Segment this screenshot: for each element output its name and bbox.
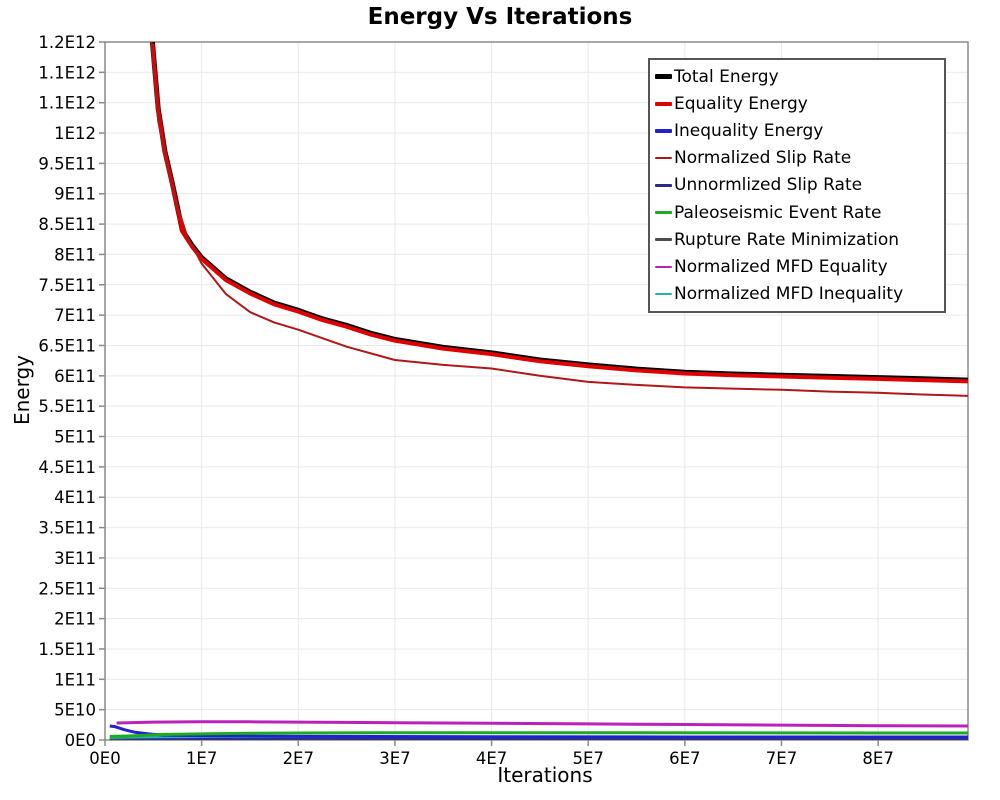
legend-line-swatch bbox=[655, 184, 672, 187]
series-line-normalized-slip-rate bbox=[150, 42, 968, 397]
y-tick-label: 4.5E11 bbox=[38, 458, 96, 477]
y-tick-label: 6E11 bbox=[54, 367, 96, 386]
x-tick-label: 5E7 bbox=[572, 749, 603, 768]
legend-label: Normalized MFD Inequality bbox=[674, 284, 904, 305]
legend-line-swatch bbox=[655, 128, 672, 134]
legend-line-swatch bbox=[655, 74, 672, 79]
y-tick-label: 5.5E11 bbox=[38, 397, 96, 416]
y-tick-label: 3E11 bbox=[54, 549, 96, 568]
chart-title: Energy Vs Iterations bbox=[367, 4, 633, 30]
legend-label: Normalized Slip Rate bbox=[674, 148, 852, 169]
legend-label: Normalized MFD Equality bbox=[674, 256, 888, 277]
x-tick-label: 4E7 bbox=[476, 749, 507, 768]
legend-item: Normalized Slip Rate bbox=[655, 145, 938, 172]
legend-item: Normalized MFD Equality bbox=[655, 253, 938, 280]
legend-line-swatch bbox=[655, 265, 672, 269]
x-tick-label: 8E7 bbox=[862, 749, 893, 768]
series-line-paleoseismic-event-rate bbox=[109, 731, 968, 738]
y-tick-label: 5E10 bbox=[54, 701, 96, 720]
y-tick-label: 1.1E12 bbox=[38, 63, 96, 82]
legend-line-swatch bbox=[655, 156, 672, 160]
x-tick-label: 0E0 bbox=[89, 749, 120, 768]
legend: Total Energy Equality Energy Inequality En… bbox=[648, 58, 946, 313]
y-tick-label: 9E11 bbox=[54, 185, 96, 204]
x-axis-title: Iterations bbox=[497, 763, 593, 787]
y-tick-label: 4E11 bbox=[54, 488, 96, 507]
y-tick-label: 1E11 bbox=[54, 670, 96, 689]
legend-line-swatch bbox=[655, 238, 672, 241]
y-tick-label: 1.5E11 bbox=[38, 640, 96, 659]
x-tick-label: 6E7 bbox=[669, 749, 700, 768]
y-tick-label: 2.5E11 bbox=[38, 579, 96, 598]
y-tick-label: 9.5E11 bbox=[38, 154, 96, 173]
y-tick-label: 8E11 bbox=[54, 245, 96, 264]
legend-label: Unnormlized Slip Rate bbox=[674, 175, 863, 196]
legend-item: Inequality Energy bbox=[655, 117, 938, 144]
legend-line-swatch bbox=[655, 211, 672, 214]
y-tick-label: 3.5E11 bbox=[38, 519, 96, 538]
y-tick-label: 2E11 bbox=[54, 610, 96, 629]
legend-item: Normalized MFD Inequality bbox=[655, 281, 938, 308]
y-tick-label: 1.2E12 bbox=[38, 33, 96, 52]
y-tick-label: 7.5E11 bbox=[38, 276, 96, 295]
x-tick-label: 2E7 bbox=[283, 749, 314, 768]
legend-label: Rupture Rate Minimization bbox=[674, 229, 899, 250]
legend-item: Unnormlized Slip Rate bbox=[655, 172, 938, 199]
legend-line-swatch bbox=[655, 101, 672, 107]
y-tick-label: 6.5E11 bbox=[38, 336, 96, 355]
series-line-normalized-mfd-equality bbox=[116, 720, 968, 728]
legend-item: Paleoseismic Event Rate bbox=[655, 199, 938, 226]
legend-item: Rupture Rate Minimization bbox=[655, 226, 938, 253]
legend-item: Total Energy bbox=[655, 63, 938, 90]
y-tick-label: 7E11 bbox=[54, 306, 96, 325]
y-tick-label: 0E0 bbox=[65, 731, 96, 750]
x-tick-label: 7E7 bbox=[766, 749, 797, 768]
y-tick-label: 8.5E11 bbox=[38, 215, 96, 234]
legend-label: Equality Energy bbox=[674, 93, 808, 114]
y-tick-label: 1E12 bbox=[54, 124, 96, 143]
legend-label: Paleoseismic Event Rate bbox=[674, 202, 882, 223]
x-tick-label: 3E7 bbox=[379, 749, 410, 768]
y-tick-label: 5E11 bbox=[54, 428, 96, 447]
y-tick-label: 1.1E12 bbox=[38, 94, 96, 113]
legend-label: Inequality Energy bbox=[674, 120, 824, 141]
x-tick-label: 1E7 bbox=[186, 749, 217, 768]
legend-line-swatch bbox=[655, 292, 672, 296]
legend-item: Equality Energy bbox=[655, 90, 938, 117]
legend-label: Total Energy bbox=[674, 66, 779, 87]
